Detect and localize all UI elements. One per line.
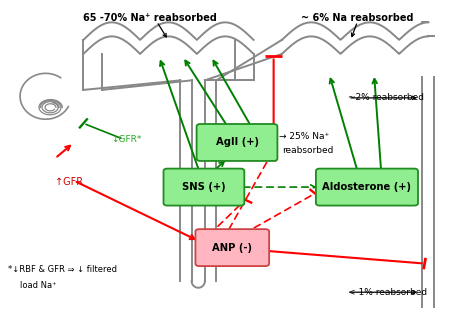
- FancyBboxPatch shape: [164, 169, 244, 205]
- Text: ↑GFR: ↑GFR: [55, 177, 83, 187]
- Text: < 1% reabsorbed: < 1% reabsorbed: [348, 288, 427, 297]
- Text: ↓GFR*: ↓GFR*: [111, 135, 141, 144]
- Text: ANP (-): ANP (-): [212, 243, 252, 252]
- Text: AgII (+): AgII (+): [216, 138, 258, 148]
- Text: *↓RBF & GFR ⇒ ↓ filtered: *↓RBF & GFR ⇒ ↓ filtered: [8, 265, 117, 275]
- FancyBboxPatch shape: [197, 124, 277, 161]
- FancyBboxPatch shape: [316, 169, 418, 205]
- Text: 65 -70% Na⁺ reabsorbed: 65 -70% Na⁺ reabsorbed: [82, 13, 217, 23]
- Text: SNS (+): SNS (+): [182, 182, 226, 192]
- Text: ~ 6% Na reabsorbed: ~ 6% Na reabsorbed: [301, 13, 414, 23]
- Text: reabsorbed: reabsorbed: [283, 146, 334, 155]
- Text: load Na⁺: load Na⁺: [19, 281, 56, 290]
- FancyBboxPatch shape: [195, 229, 269, 266]
- Text: → 25% Na⁺: → 25% Na⁺: [279, 132, 329, 140]
- Text: Aldosterone (+): Aldosterone (+): [322, 182, 411, 192]
- Text: ~2% reabsorbed: ~2% reabsorbed: [348, 93, 424, 102]
